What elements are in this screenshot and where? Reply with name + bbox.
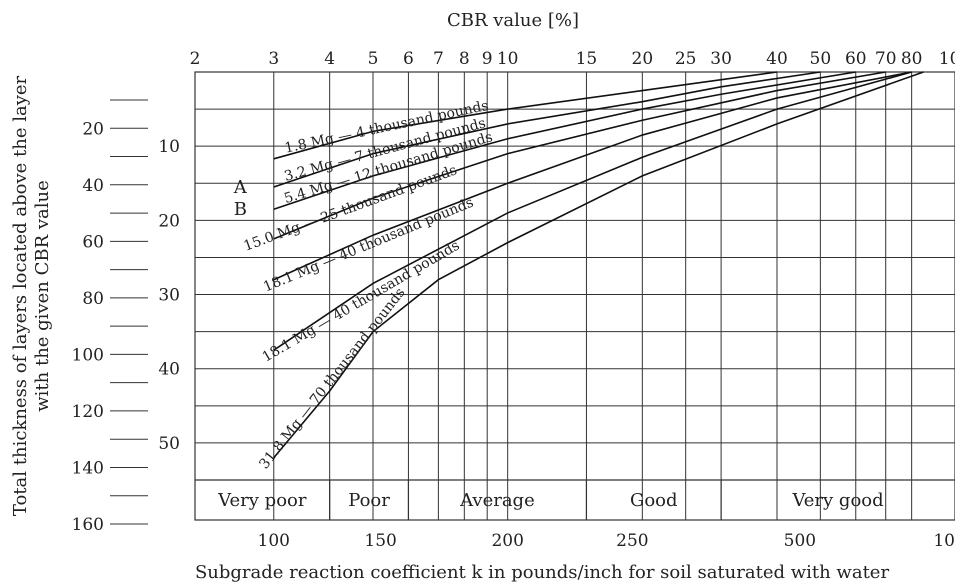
inner-tick-label: 40 bbox=[158, 360, 180, 380]
curve-prefix-label: A bbox=[233, 177, 248, 198]
top-tick-label: 5 bbox=[368, 49, 379, 69]
inner-tick-label: 50 bbox=[158, 434, 180, 454]
outer-tick-label: 40 bbox=[82, 176, 104, 196]
outer-tick-label: 100 bbox=[72, 345, 104, 365]
top-tick-label: 3 bbox=[268, 49, 279, 69]
soil-class-label: Very good bbox=[791, 490, 883, 511]
curve-prefix-label: B bbox=[234, 199, 247, 220]
plot-frame bbox=[194, 71, 955, 521]
inner-tick-label: 20 bbox=[158, 211, 180, 231]
left-outer-axis: 20 40 60 80 100 120 140 160 bbox=[72, 99, 148, 535]
load-curve bbox=[273, 71, 924, 459]
top-tick-label: 80 bbox=[901, 49, 923, 69]
left-axis-title-line1: Total thickness of layers located above … bbox=[10, 75, 31, 516]
top-tick-label: 30 bbox=[710, 49, 732, 69]
top-tick-label: 8 bbox=[459, 49, 470, 69]
soil-class-label: Very poor bbox=[217, 490, 307, 511]
top-axis-title: CBR value [%] bbox=[447, 10, 579, 31]
outer-tick-label: 20 bbox=[82, 119, 104, 139]
chart-grid bbox=[195, 72, 955, 520]
inner-tick-label: 10 bbox=[158, 137, 180, 157]
top-tick-label: 9 bbox=[482, 49, 493, 69]
top-tick-label: 2 bbox=[190, 49, 201, 69]
inner-tick-label: 30 bbox=[158, 286, 180, 306]
load-curve bbox=[273, 71, 856, 210]
top-tick-label: 40 bbox=[766, 49, 788, 69]
bottom-tick-label: 500 bbox=[784, 531, 816, 551]
load-curve bbox=[273, 71, 821, 188]
soil-class-label: Good bbox=[630, 490, 678, 511]
left-axis-title-line2: with the given CBR value bbox=[32, 180, 53, 412]
soil-class-bands: Very poor Poor Average Good Very good bbox=[195, 479, 955, 520]
top-tick-label: 4 bbox=[324, 49, 335, 69]
bottom-axis-title: Subgrade reaction coefficient k in pound… bbox=[195, 562, 890, 583]
top-tick-label: 60 bbox=[845, 49, 867, 69]
bottom-axis-ticks: 100 150 200 250 500 1000 bbox=[258, 531, 955, 551]
bottom-tick-label: 100 bbox=[258, 531, 290, 551]
bottom-tick-label: 1000 bbox=[933, 531, 955, 551]
top-tick-label: 25 bbox=[675, 49, 697, 69]
soil-class-label: Average bbox=[459, 490, 535, 511]
bottom-tick-label: 250 bbox=[616, 531, 648, 551]
outer-tick-label: 160 bbox=[72, 515, 104, 535]
top-tick-label: 6 bbox=[403, 49, 414, 69]
outer-tick-label: 80 bbox=[82, 289, 104, 309]
left-inner-axis: 10 20 30 40 50 bbox=[158, 137, 180, 454]
load-curve bbox=[273, 71, 886, 240]
left-axis-title: Total thickness of layers located above … bbox=[10, 75, 53, 516]
outer-tick-label: 120 bbox=[72, 402, 104, 422]
top-tick-label: 7 bbox=[433, 49, 444, 69]
top-tick-label: 70 bbox=[875, 49, 897, 69]
bottom-tick-label: 150 bbox=[364, 531, 396, 551]
soil-class-label: Poor bbox=[348, 490, 390, 511]
top-tick-label: 10 bbox=[497, 49, 519, 69]
outer-tick-label: 140 bbox=[72, 458, 104, 478]
load-curve bbox=[273, 71, 912, 351]
bottom-tick-label: 200 bbox=[491, 531, 523, 551]
load-curve bbox=[273, 71, 778, 160]
outer-tick-label: 60 bbox=[82, 232, 104, 252]
top-tick-label: 50 bbox=[810, 49, 832, 69]
top-tick-label: 15 bbox=[576, 49, 598, 69]
load-curve bbox=[273, 71, 912, 281]
top-tick-label: 100 bbox=[939, 49, 955, 69]
top-tick-label: 20 bbox=[632, 49, 654, 69]
